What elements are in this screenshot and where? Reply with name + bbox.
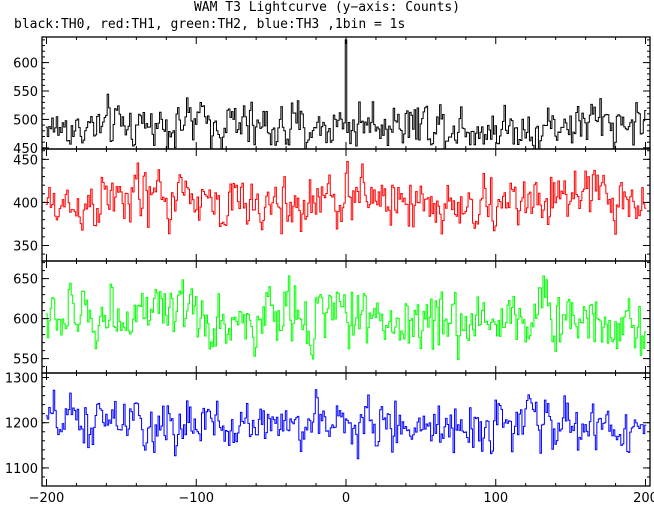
y-tick-label: 450 (13, 153, 38, 168)
series-th0-line (45, 39, 647, 149)
y-tick-label: 1100 (5, 462, 38, 477)
panel-frame (41, 260, 651, 374)
panel-frame (41, 372, 651, 487)
series-th1-line (45, 160, 647, 235)
y-tick-label: 600 (13, 57, 38, 72)
y-tick-label: 400 (13, 196, 38, 211)
y-tick-label: 600 (13, 313, 38, 328)
chart-subtitle: black:TH0, red:TH1, green:TH2, blue:TH3 … (14, 17, 406, 32)
chart-title: WAM T3 Lightcurve (y−axis: Counts) (193, 0, 461, 15)
x-tick-label: −200 (29, 491, 65, 505)
x-tick-label: 200 (633, 491, 654, 505)
y-tick-label: 350 (13, 239, 38, 254)
panel-frame (41, 148, 651, 262)
y-tick-label: 550 (13, 353, 38, 368)
y-tick-label: 650 (13, 273, 38, 288)
series-th3-line (45, 389, 647, 460)
y-tick-label: 1200 (5, 417, 38, 432)
x-tick-label: 100 (483, 491, 508, 505)
x-tick-label: 0 (342, 491, 350, 505)
y-tick-label: 500 (13, 113, 38, 128)
y-tick-label: 1300 (5, 372, 38, 387)
series-th2-line (45, 275, 647, 361)
y-tick-label: 550 (13, 85, 38, 100)
x-tick-label: −100 (178, 491, 214, 505)
y-tick-label: 450 (13, 142, 38, 157)
